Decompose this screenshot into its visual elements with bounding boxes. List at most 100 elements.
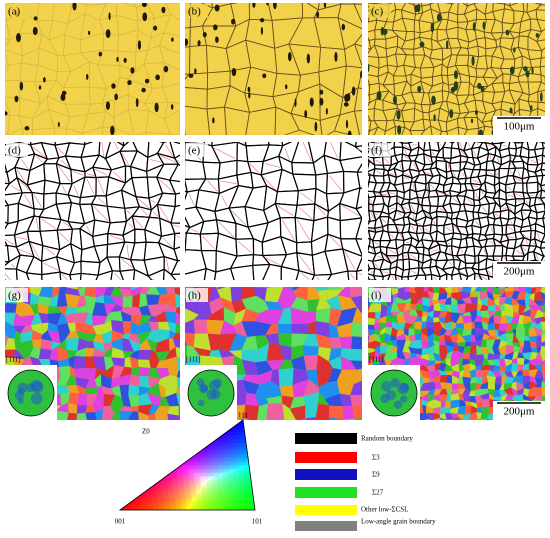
inclusion [474,109,478,115]
grain [444,317,452,324]
grain [111,365,125,380]
grain [173,232,180,251]
grain [468,396,477,404]
grain [97,386,104,395]
grain [444,334,453,342]
grain [265,323,279,336]
twin-boundary [158,178,174,193]
grain [326,295,342,311]
twin-boundary [398,136,400,141]
grain [353,87,362,112]
grain [513,345,521,353]
grain [446,375,453,384]
grain [291,333,309,348]
grain [512,142,517,144]
twin-boundary [476,275,481,280]
grain [540,352,545,362]
grain [480,310,490,318]
twin-boundary [507,186,512,191]
grain [432,345,440,355]
grain [373,126,386,135]
grain [47,287,53,289]
grain [488,392,494,400]
grain [167,321,177,334]
grain [155,303,167,317]
inclusion [509,107,513,114]
grain [277,287,297,303]
grain [475,369,483,378]
grain [539,255,545,264]
grain [455,315,464,324]
grain [329,307,342,327]
grain [474,357,485,366]
grain [527,135,538,141]
twin-boundary [426,191,429,196]
grain [48,294,59,307]
grain [470,345,477,355]
grain [308,310,317,324]
twin-boundary [452,197,459,204]
grain [68,392,79,406]
grain [328,417,344,420]
pole-spot [385,390,396,401]
grain [165,387,178,397]
grain [220,297,236,314]
twin-boundary [452,172,457,178]
grain [340,348,352,361]
twin-boundary [150,199,156,203]
grain [414,287,425,294]
grain [422,304,430,313]
panel-label: (a) [8,6,21,18]
inclusion [141,87,146,93]
grain [155,351,170,361]
grain [522,369,530,376]
grain [146,287,160,296]
grain [353,110,362,135]
grain [481,375,489,385]
grain [444,370,454,376]
panel-label: (f) [371,145,382,157]
grain [53,127,67,135]
grain [104,303,116,317]
grain [499,315,508,324]
grain [494,421,502,426]
twin-boundary [459,142,463,149]
inclusion [114,93,118,101]
twin-boundary [18,179,31,191]
grain [357,69,362,90]
twin-boundary [461,249,463,253]
grain [56,385,71,394]
grain [176,376,180,389]
grain [372,155,384,166]
twin-boundary [265,163,281,168]
grain [5,349,16,359]
grain [512,304,520,313]
grain [85,323,97,335]
grain [137,330,152,345]
grain [326,289,343,301]
grain [451,287,459,294]
grain [350,380,362,396]
grain [290,296,309,312]
grain [291,345,304,360]
grain [534,363,543,373]
twin-boundary [466,197,473,205]
inclusion [214,4,220,12]
inclusion [215,36,219,43]
twin-boundary [546,236,547,240]
grain [394,126,406,135]
grain [384,340,394,346]
grain [493,396,502,402]
grain [469,309,477,316]
twin-boundary [507,204,514,213]
grain [337,3,362,30]
grain [468,390,476,397]
inclusion [396,110,401,120]
twin-boundary [73,185,79,196]
grain [541,153,545,164]
grain [329,322,340,338]
grain [444,287,453,294]
grain [473,419,478,420]
grain [390,287,399,289]
